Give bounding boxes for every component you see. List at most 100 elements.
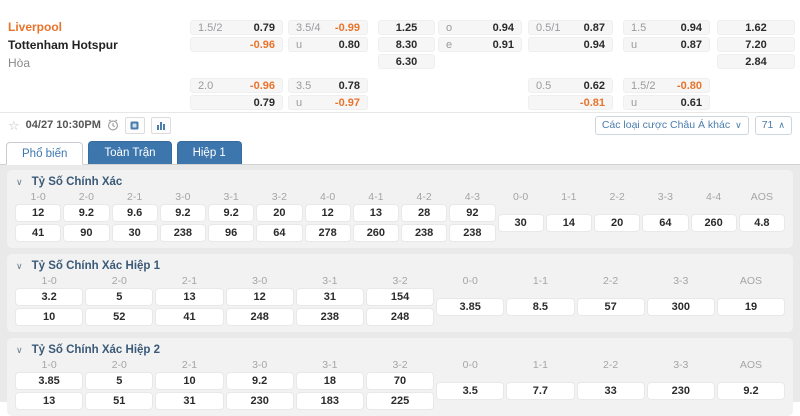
odds-cell[interactable]: 0.94 [528, 37, 613, 52]
collapse-chevron-icon[interactable]: ∨ [16, 260, 23, 271]
score-odds-cell[interactable]: 9.2 [717, 383, 785, 399]
section-header[interactable]: ∨ Tỷ Số Chính Xác Hiệp 2 [16, 342, 784, 358]
odds-cell[interactable]: 2.84 [717, 54, 795, 69]
score-odds-cell[interactable]: 5 [86, 289, 153, 305]
odds-cell[interactable]: 7.20 [717, 37, 795, 52]
score-odds-cell[interactable]: 41 [156, 309, 223, 325]
score-odds-cell[interactable]: 51 [86, 393, 153, 409]
score-odds-cell[interactable]: 238 [402, 225, 447, 241]
odds-cell[interactable]: u 0.87 [623, 37, 710, 52]
score-odds-cell[interactable]: 183 [296, 393, 363, 409]
score-odds-cell[interactable]: 9.2 [160, 205, 205, 221]
collapse-chevron-icon[interactable]: ∨ [16, 176, 23, 187]
score-odds-cell[interactable]: 300 [647, 299, 714, 315]
section-header[interactable]: ∨ Tỷ Số Chính Xác [16, 174, 784, 190]
score-odds-cell[interactable]: 64 [257, 225, 302, 241]
score-odds-cell[interactable]: 248 [366, 309, 434, 325]
score-odds-cell[interactable]: 20 [257, 205, 302, 221]
score-odds-cell[interactable]: 30 [112, 225, 157, 241]
favorite-star-icon[interactable]: ☆ [8, 117, 20, 133]
score-odds-cell[interactable]: 278 [305, 225, 350, 241]
odds-cell[interactable]: o 0.94 [438, 20, 522, 35]
section-header[interactable]: ∨ Tỷ Số Chính Xác Hiệp 1 [16, 258, 784, 274]
score-odds-cell[interactable]: 9.2 [226, 373, 293, 389]
odds-cell[interactable]: -0.96 [190, 37, 283, 52]
odds-cell[interactable]: e 0.91 [438, 37, 522, 52]
odds-cell[interactable]: 6.30 [378, 54, 435, 69]
statistics-bar-chart-icon[interactable] [150, 116, 171, 134]
score-odds-cell[interactable]: 52 [86, 309, 153, 325]
score-odds-cell[interactable]: 3.5 [437, 383, 504, 399]
score-odds-cell[interactable]: 260 [691, 215, 736, 231]
score-odds-cell[interactable]: 260 [353, 225, 398, 241]
odds-cell[interactable]: u 0.61 [623, 95, 710, 110]
score-odds-cell[interactable]: 9.2 [64, 205, 109, 221]
odds-cell[interactable]: u 0.80 [288, 37, 368, 52]
odds-cell[interactable]: 8.30 [378, 37, 435, 52]
score-odds-cell[interactable]: 70 [366, 373, 434, 389]
score-odds-cell[interactable]: 12 [226, 289, 293, 305]
odds-cell[interactable]: 0.5 0.62 [528, 78, 613, 93]
score-odds-cell[interactable]: 238 [160, 225, 205, 241]
market-count-toggle[interactable]: 71 ∧ [754, 115, 792, 135]
odds-cell[interactable]: 1.5/2 -0.80 [623, 78, 710, 93]
score-odds-cell[interactable]: 238 [296, 309, 363, 325]
score-odds-cell[interactable]: 225 [366, 393, 434, 409]
score-odds-cell[interactable]: 57 [577, 299, 644, 315]
collapse-chevron-icon[interactable]: ∨ [16, 344, 23, 355]
odds-cell[interactable]: 3.5 0.78 [288, 78, 368, 93]
tab-first-half[interactable]: Hiệp 1 [176, 141, 242, 164]
score-odds-cell[interactable]: 10 [16, 309, 83, 325]
score-odds-cell[interactable]: 10 [156, 373, 223, 389]
score-odds-cell[interactable]: 8.5 [507, 299, 574, 315]
score-odds-cell[interactable]: 96 [209, 225, 254, 241]
score-cells: 64 [643, 205, 688, 241]
score-odds-cell[interactable]: 64 [643, 215, 688, 231]
score-odds-cell[interactable]: 18 [296, 373, 363, 389]
score-odds-cell[interactable]: 3.2 [16, 289, 83, 305]
score-odds-cell[interactable]: 248 [226, 309, 293, 325]
score-odds-cell[interactable]: 154 [366, 289, 434, 305]
score-odds-cell[interactable]: 12 [16, 205, 61, 221]
score-odds-cell[interactable]: 230 [647, 383, 714, 399]
odds-cell[interactable]: 1.25 [378, 20, 435, 35]
score-odds-cell[interactable]: 13 [353, 205, 398, 221]
score-odds-cell[interactable]: 9.6 [112, 205, 157, 221]
score-odds-cell[interactable]: 5 [86, 373, 153, 389]
score-odds-cell[interactable]: 4.8 [739, 215, 784, 231]
score-odds-cell[interactable]: 41 [16, 225, 61, 241]
tab-full-match[interactable]: Toàn Trận [88, 141, 172, 164]
score-odds-cell[interactable]: 90 [64, 225, 109, 241]
score-odds-cell[interactable]: 31 [296, 289, 363, 305]
score-odds-cell[interactable]: 9.2 [209, 205, 254, 221]
score-odds-cell[interactable]: 28 [402, 205, 447, 221]
clock-icon[interactable] [107, 119, 119, 131]
odds-cell[interactable]: 2.0 -0.96 [190, 78, 283, 93]
odds-cell[interactable]: u -0.97 [288, 95, 368, 110]
score-odds-cell[interactable]: 13 [156, 289, 223, 305]
score-odds-cell[interactable]: 30 [498, 215, 543, 231]
score-odds-cell[interactable]: 33 [577, 383, 644, 399]
score-odds-cell[interactable]: 13 [16, 393, 83, 409]
odds-cell[interactable]: 1.5 0.94 [623, 20, 710, 35]
odds-cell[interactable]: -0.81 [528, 95, 613, 110]
score-odds-cell[interactable]: 20 [595, 215, 640, 231]
score-odds-cell[interactable]: 3.85 [437, 299, 504, 315]
score-odds-cell[interactable]: 230 [226, 393, 293, 409]
score-odds-cell[interactable]: 19 [717, 299, 785, 315]
match-tracker-icon[interactable] [124, 116, 145, 134]
odds-cell[interactable]: 1.62 [717, 20, 795, 35]
score-odds-cell[interactable]: 12 [305, 205, 350, 221]
score-odds-cell[interactable]: 3.85 [16, 373, 83, 389]
tab-popular[interactable]: Phổ biến [6, 142, 84, 165]
score-odds-cell[interactable]: 238 [450, 225, 495, 241]
odds-cell[interactable]: 1.5/2 0.79 [190, 20, 283, 35]
odds-cell[interactable]: 3.5/4 -0.99 [288, 20, 368, 35]
market-type-dropdown[interactable]: Các loại cược Châu Á khác ∨ [594, 115, 749, 135]
score-odds-cell[interactable]: 92 [450, 205, 495, 221]
score-odds-cell[interactable]: 7.7 [507, 383, 574, 399]
score-odds-cell[interactable]: 14 [546, 215, 591, 231]
score-odds-cell[interactable]: 31 [156, 393, 223, 409]
odds-cell[interactable]: 0.79 [190, 95, 283, 110]
odds-cell[interactable]: 0.5/1 0.87 [528, 20, 613, 35]
